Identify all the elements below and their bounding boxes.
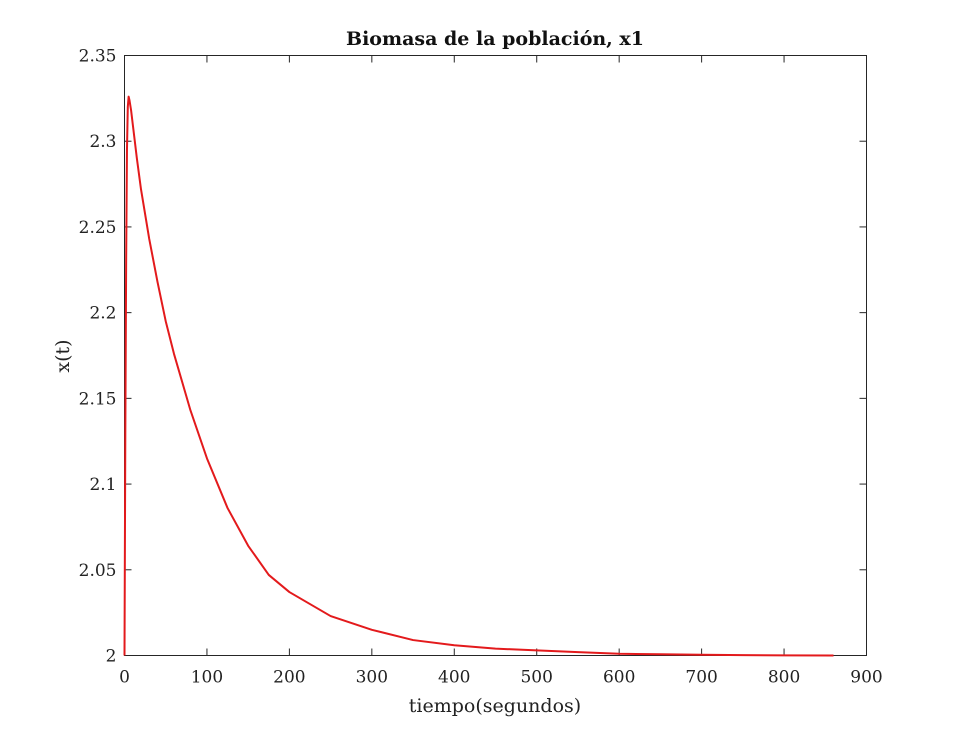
y-tick-label: 2.15 xyxy=(79,389,117,409)
x-tick-label: 700 xyxy=(685,668,717,688)
y-tick-label: 2.1 xyxy=(89,475,116,495)
y-tick-label: 2.35 xyxy=(79,47,117,67)
x-axis-label: tiempo(segundos) xyxy=(409,695,581,717)
chart-title: Biomasa de la población, x1 xyxy=(346,28,644,50)
y-axis-label: x(t) xyxy=(52,339,74,372)
y-tick-label: 2.05 xyxy=(79,561,117,581)
x-tick-label: 300 xyxy=(356,668,388,688)
plot-area-frame xyxy=(124,55,867,656)
y-tick-label: 2.25 xyxy=(79,218,117,238)
series-layer xyxy=(123,95,834,657)
x-tick-label: 200 xyxy=(273,668,305,688)
x-axis: 0 100 200 300 400 500 600 700 800 900 xyxy=(119,55,883,688)
x-tick-label: 900 xyxy=(850,668,882,688)
y-tick-label: 2.3 xyxy=(89,132,116,152)
x-tick-label: 100 xyxy=(191,668,223,688)
x-tick-label: 400 xyxy=(438,668,470,688)
y-axis: 2 2.05 2.1 2.15 2.2 2.25 2.3 2.35 xyxy=(79,47,867,667)
y-tick-label: 2 xyxy=(106,647,117,667)
y-tick-label: 2.2 xyxy=(89,304,116,324)
x-tick-label: 800 xyxy=(768,668,800,688)
x-tick-label: 0 xyxy=(119,668,130,688)
x-tick-label: 500 xyxy=(520,668,552,688)
x-tick-label: 600 xyxy=(603,668,635,688)
series-line-1 xyxy=(123,95,834,657)
